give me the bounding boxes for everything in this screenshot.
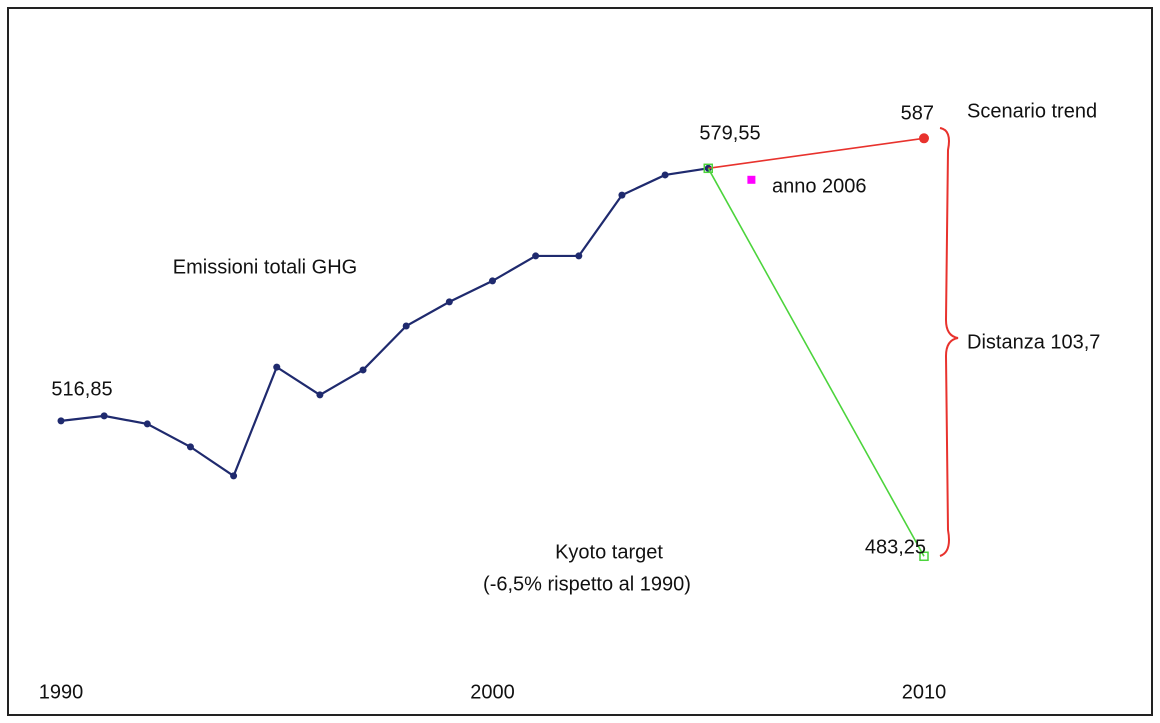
series-line bbox=[707, 167, 925, 557]
brace bbox=[939, 127, 959, 557]
point bbox=[402, 322, 410, 330]
series-label: anno 2006 bbox=[772, 175, 867, 197]
point bbox=[230, 472, 238, 480]
point bbox=[489, 277, 496, 285]
x-tick-label: 1990 bbox=[39, 681, 84, 703]
point bbox=[186, 443, 194, 451]
point bbox=[445, 298, 453, 306]
data-label: 483,25 bbox=[865, 537, 926, 559]
data-label: 587 bbox=[901, 103, 934, 125]
point bbox=[100, 412, 108, 420]
point bbox=[575, 252, 583, 260]
series-label: Scenario trend bbox=[967, 100, 1097, 122]
point bbox=[143, 420, 151, 428]
point bbox=[532, 252, 540, 260]
frame bbox=[7, 7, 1153, 716]
series-label: Emissioni totali GHG bbox=[173, 256, 358, 278]
annotation: (-6,5% rispetto al 1990) bbox=[483, 573, 691, 595]
series-line bbox=[60, 167, 709, 478]
point bbox=[359, 366, 367, 374]
data-label: 579,55 bbox=[699, 122, 760, 144]
x-tick-label: 2010 bbox=[902, 681, 947, 703]
point bbox=[919, 133, 929, 144]
series-line bbox=[708, 137, 925, 170]
point bbox=[747, 175, 756, 184]
point bbox=[57, 417, 65, 425]
point bbox=[919, 551, 929, 562]
point bbox=[618, 191, 626, 199]
data-label: 516,85 bbox=[51, 378, 112, 400]
point bbox=[316, 391, 324, 399]
point bbox=[703, 163, 713, 174]
annotation: Distanza 103,7 bbox=[967, 331, 1100, 353]
point bbox=[273, 363, 281, 371]
series-label: Kyoto target bbox=[555, 541, 663, 563]
point bbox=[661, 171, 669, 179]
x-tick-label: 2000 bbox=[470, 681, 515, 703]
